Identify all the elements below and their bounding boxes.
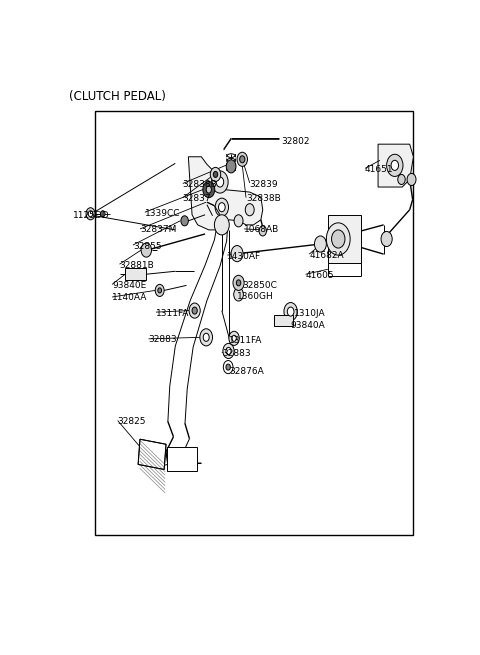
Text: 32837: 32837 (183, 194, 211, 203)
Polygon shape (328, 215, 361, 263)
Text: 1430AF: 1430AF (228, 252, 262, 261)
Bar (167, 447, 197, 471)
Circle shape (141, 243, 152, 257)
Circle shape (234, 215, 243, 227)
Circle shape (237, 152, 248, 166)
Circle shape (192, 307, 197, 314)
Circle shape (288, 307, 294, 316)
Circle shape (88, 211, 93, 217)
Circle shape (200, 329, 213, 346)
Circle shape (232, 335, 236, 341)
Circle shape (203, 181, 215, 198)
Polygon shape (188, 157, 263, 230)
Circle shape (398, 174, 405, 185)
Circle shape (206, 186, 211, 193)
Circle shape (215, 198, 228, 216)
Text: 1310JA: 1310JA (294, 309, 326, 318)
Circle shape (223, 343, 234, 358)
Text: 32838B: 32838B (246, 194, 281, 203)
Text: 1360GH: 1360GH (237, 292, 274, 301)
Text: 93840A: 93840A (290, 321, 324, 330)
Circle shape (189, 303, 200, 318)
Text: 1339CC: 1339CC (145, 209, 180, 217)
Text: 32883: 32883 (222, 349, 251, 358)
Circle shape (212, 171, 228, 193)
Circle shape (223, 360, 233, 373)
Text: 41651: 41651 (365, 165, 394, 174)
Circle shape (259, 226, 266, 236)
Text: 41605: 41605 (305, 271, 334, 280)
Circle shape (155, 284, 164, 297)
Text: 32839: 32839 (250, 180, 278, 189)
Text: 1125DD: 1125DD (73, 212, 109, 220)
Text: 1311FA: 1311FA (156, 309, 189, 318)
Text: 32855: 32855 (133, 242, 162, 251)
Circle shape (203, 333, 209, 341)
Polygon shape (138, 440, 166, 470)
Circle shape (100, 211, 105, 217)
Circle shape (332, 230, 345, 248)
Circle shape (181, 215, 188, 226)
Circle shape (233, 275, 244, 290)
Circle shape (236, 280, 241, 286)
Circle shape (386, 155, 403, 176)
Circle shape (226, 347, 231, 354)
Text: 32838B: 32838B (183, 180, 217, 189)
Text: 32825: 32825 (118, 417, 146, 426)
Text: 1140AA: 1140AA (112, 293, 147, 303)
Text: 32881B: 32881B (120, 261, 154, 270)
Circle shape (381, 231, 392, 246)
Circle shape (226, 364, 230, 370)
Circle shape (245, 204, 254, 215)
Text: 1311FA: 1311FA (229, 337, 263, 345)
Circle shape (314, 236, 326, 252)
Text: 32850C: 32850C (242, 281, 277, 290)
Circle shape (218, 202, 225, 212)
Text: 32802: 32802 (281, 137, 310, 145)
Circle shape (86, 208, 95, 220)
Bar (274, 314, 292, 326)
Text: (CLUTCH PEDAL): (CLUTCH PEDAL) (69, 90, 166, 103)
Circle shape (231, 246, 243, 262)
Text: 93840E: 93840E (112, 281, 146, 290)
Circle shape (391, 160, 398, 170)
Text: 1068AB: 1068AB (244, 225, 279, 234)
Circle shape (326, 223, 350, 255)
Polygon shape (378, 144, 413, 187)
Circle shape (213, 172, 218, 178)
Text: 32876A: 32876A (229, 367, 264, 375)
Circle shape (234, 288, 243, 301)
Circle shape (226, 160, 236, 173)
Circle shape (216, 177, 224, 187)
Text: 41682A: 41682A (309, 251, 344, 259)
Circle shape (284, 303, 297, 321)
Circle shape (158, 288, 162, 293)
Circle shape (210, 168, 221, 181)
Circle shape (229, 331, 240, 345)
Text: 32837M: 32837M (140, 225, 176, 234)
Text: 32883: 32883 (148, 335, 177, 345)
Bar (125, 268, 145, 280)
Circle shape (215, 215, 229, 235)
Circle shape (407, 174, 416, 185)
Circle shape (240, 156, 245, 163)
